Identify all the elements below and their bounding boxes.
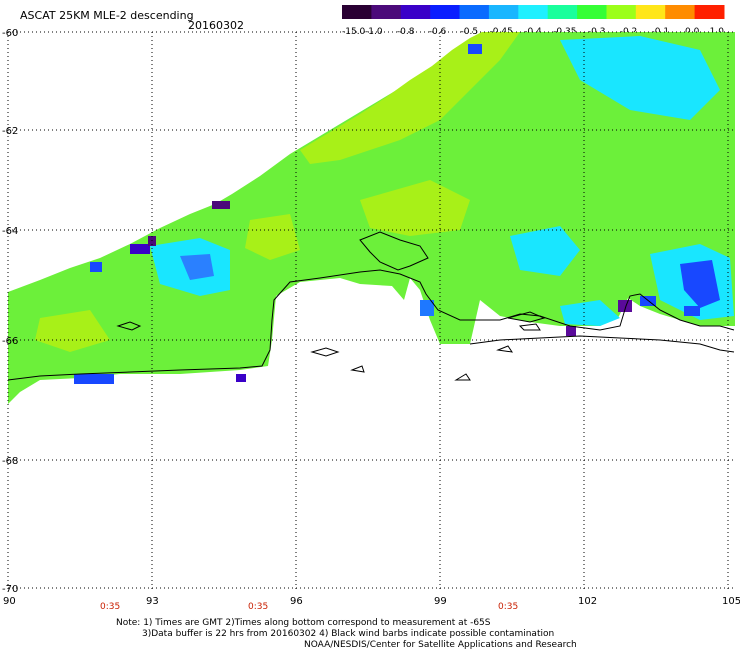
island-4: [507, 311, 546, 323]
lat-label: -68: [2, 456, 18, 467]
swath-yellowgreen-band: [300, 32, 520, 164]
colorbar-swatch: [635, 5, 666, 19]
swath-yellowgreen-patch3: [35, 310, 110, 352]
lat-labels: -60 -62 -64 -66 -68 -70: [2, 28, 18, 595]
colorbar-swatch: [488, 5, 519, 19]
colorbar-label: -15.0: [342, 27, 366, 37]
colorbar-label: -0.8: [397, 27, 415, 37]
pixel-blue-8: [684, 306, 700, 316]
colorbar-swatch: [430, 5, 461, 19]
colorbar-swatch: [577, 5, 607, 19]
footer-note-3: NOAA/NESDIS/Center for Satellite Applica…: [304, 640, 577, 650]
lat-label: -66: [2, 336, 18, 347]
colorbar-swatch: [400, 5, 431, 19]
graticule: [7, 31, 735, 590]
footer-note-2: 3)Data buffer is 22 hrs from 20160302 4)…: [142, 629, 554, 639]
swath-yellowgreen-patch2: [245, 214, 300, 260]
map-date: 20160302: [188, 19, 244, 32]
island-7: [350, 365, 365, 373]
island-6: [454, 373, 471, 381]
lon-label: 96: [290, 596, 303, 607]
colorbar-swatch: [694, 5, 725, 19]
colorbar-swatch: [518, 5, 549, 19]
lon-label: 99: [434, 596, 447, 607]
island-5: [518, 323, 541, 331]
lon-label: 93: [146, 596, 159, 607]
swath-blue-east: [680, 260, 720, 308]
lat-label: -64: [2, 226, 18, 237]
data-field: [8, 32, 735, 404]
lat-label: -60: [2, 28, 18, 39]
pixel-blue-5: [468, 44, 482, 54]
lat-label: -62: [2, 126, 18, 137]
time-label: 0:35: [248, 602, 268, 612]
pixel-purple-3: [566, 326, 576, 336]
pixel-purple-1: [212, 201, 230, 209]
colorbar-swatches: [342, 5, 725, 19]
pixel-blue-6: [420, 300, 434, 316]
swath-cyan-east-mid: [510, 226, 580, 276]
lat-label: -70: [2, 584, 18, 595]
time-label: 0:35: [100, 602, 120, 612]
colorbar-swatch: [547, 5, 578, 19]
lon-label: 102: [578, 596, 597, 607]
island-1: [359, 231, 429, 271]
swath-yellowgreen-patch: [360, 180, 470, 236]
pixel-blue-4: [236, 374, 246, 382]
coastline-main: [7, 269, 735, 381]
pixel-purple-2: [618, 300, 632, 312]
pixel-blue-1: [130, 244, 150, 254]
pixel-blue-3: [74, 374, 114, 384]
coastline: [7, 231, 735, 381]
swath-blue-west: [180, 254, 214, 280]
time-label: 0:35: [498, 602, 518, 612]
colorbar-label: -0.6: [429, 27, 447, 37]
colorbar-label: -1.0: [365, 27, 383, 37]
colorbar-swatch: [665, 5, 696, 19]
colorbar-swatch: [371, 5, 402, 19]
pixel-blue-2: [90, 262, 102, 272]
coastline-south: [469, 335, 735, 353]
lon-label: 90: [3, 596, 16, 607]
time-labels: 0:35 0:35 0:35: [100, 602, 518, 612]
colorbar-swatch: [459, 5, 490, 19]
lon-labels: 90 93 96 99 102 105: [3, 596, 740, 607]
island-2: [116, 321, 142, 331]
map-title: ASCAT 25KM MLE-2 descending: [20, 9, 194, 22]
colorbar-label: -0.5: [461, 27, 479, 37]
lon-label: 105: [722, 596, 740, 607]
colorbar-swatch: [606, 5, 637, 19]
swath-cyan-east-upper: [560, 36, 720, 120]
footer-note-1: Note: 1) Times are GMT 2)Times along bot…: [116, 618, 491, 628]
colorbar-swatch: [342, 5, 372, 19]
island-8: [496, 345, 514, 353]
island-3: [310, 347, 340, 357]
swath-cyan-coast: [560, 300, 620, 326]
footer-notes: Note: 1) Times are GMT 2)Times along bot…: [116, 618, 577, 650]
